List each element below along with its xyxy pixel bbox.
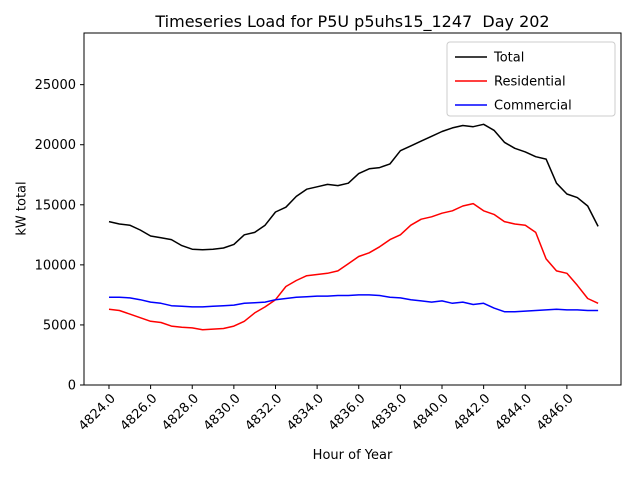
x-tick-label: 4842.0	[451, 391, 494, 434]
x-tick-label: 4830.0	[201, 391, 244, 434]
x-tick-label: 4826.0	[118, 391, 161, 434]
x-axis-label: Hour of Year	[312, 448, 393, 463]
y-axis-label: kW total	[14, 181, 30, 236]
x-tick-label: 4832.0	[243, 391, 286, 434]
x-tick-label: 4836.0	[326, 391, 369, 434]
x-tick-label: 4834.0	[284, 391, 327, 434]
y-tick-label: 15000	[35, 198, 76, 213]
series-line-commercial	[109, 294, 599, 313]
y-tick-label: 20000	[35, 138, 76, 153]
x-tick-label: 4846.0	[534, 391, 577, 434]
legend-box	[446, 41, 616, 117]
legend-label-residential: Residential	[494, 75, 566, 90]
chart-title: Timeseries Load for P5U p5uhs15_1247 Day…	[155, 12, 550, 31]
y-tick-label: 10000	[35, 258, 76, 273]
legend-label-total: Total	[493, 51, 524, 66]
legend-label-commercial: Commercial	[494, 99, 572, 114]
y-tick-label: 0	[68, 379, 76, 394]
x-tick-label: 4844.0	[492, 391, 535, 434]
series-line-residential	[108, 202, 599, 331]
x-tick-label: 4828.0	[159, 391, 202, 434]
y-tick-label: 25000	[35, 78, 76, 93]
y-tick-label: 5000	[43, 318, 76, 333]
x-tick-label: 4824.0	[76, 391, 119, 434]
x-tick-label: 4838.0	[367, 391, 410, 434]
series-line-total	[108, 123, 599, 251]
plot-border	[83, 32, 622, 386]
x-tick-label: 4840.0	[409, 391, 452, 434]
